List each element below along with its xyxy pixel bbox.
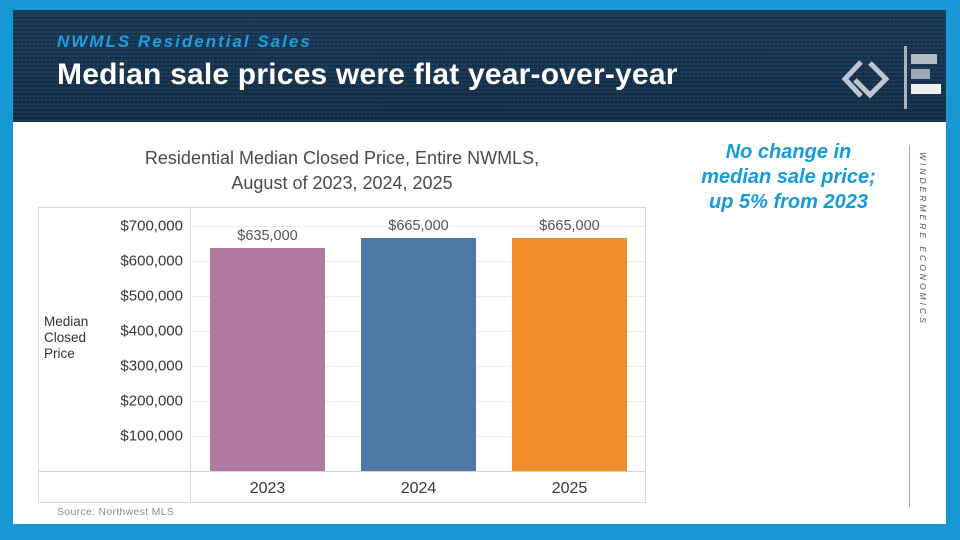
plot-area: $635,000 2023 $665,000 2024 $665,000 2025 bbox=[192, 208, 645, 502]
bar-2025 bbox=[512, 237, 627, 471]
y-axis: Median Closed Price $100,000 $200,000 $300… bbox=[39, 208, 191, 502]
bar-group-2023: $635,000 2023 bbox=[192, 208, 343, 497]
x-tick-label: 2024 bbox=[400, 480, 437, 497]
callout-line3: up 5% from 2023 bbox=[709, 191, 868, 213]
brand-vertical-text: WINDERMERE ECONOMICS bbox=[918, 152, 928, 326]
callout-line1: No change in bbox=[725, 141, 852, 163]
header-eyebrow: NWMLS Residential Sales bbox=[57, 32, 312, 51]
bar-2024 bbox=[361, 237, 476, 471]
slide-header: NWMLS Residential Sales Median sale pric… bbox=[13, 10, 946, 122]
slide-content: Residential Median Closed Price, Entire … bbox=[13, 122, 946, 524]
y-axis-ticks: $100,000 $200,000 $300,000 $400,000 $500,000… bbox=[39, 208, 190, 502]
source-note: Source: Northwest MLS bbox=[57, 506, 175, 518]
bar-value-label: $665,000 bbox=[539, 217, 600, 234]
bar-2023 bbox=[210, 248, 325, 471]
econ-icon-axis bbox=[904, 46, 907, 109]
bars: $635,000 2023 $665,000 2024 $665,000 2025 bbox=[192, 208, 645, 497]
bar-value-label: $665,000 bbox=[388, 217, 449, 234]
economics-bars-icon bbox=[904, 46, 942, 109]
y-tick-label: $600,000 bbox=[120, 252, 183, 270]
gridline bbox=[192, 225, 645, 227]
chart-title-line2: August of 2023, 2024, 2025 bbox=[231, 173, 453, 193]
x-axis-line bbox=[39, 471, 645, 472]
bar-group-2024: $665,000 2024 bbox=[343, 208, 494, 497]
chart-title: Residential Median Closed Price, Entire … bbox=[38, 146, 646, 196]
econ-icon-bar bbox=[911, 54, 937, 64]
callout-text: No change in median sale price; up 5% fr… bbox=[668, 140, 909, 215]
bar-value-label: $635,000 bbox=[237, 228, 298, 245]
econ-icon-bar bbox=[911, 84, 941, 94]
vertical-divider bbox=[909, 145, 910, 507]
page-title: Median sale prices were flat year-over-y… bbox=[57, 58, 678, 91]
y-tick-label: $400,000 bbox=[120, 322, 183, 340]
x-tick-label: 2025 bbox=[551, 480, 588, 497]
chart-title-line1: Residential Median Closed Price, Entire … bbox=[144, 148, 540, 168]
y-tick-label: $500,000 bbox=[120, 287, 183, 305]
bar-chart: Median Closed Price $100,000 $200,000 $300… bbox=[38, 207, 646, 503]
y-tick-label: $100,000 bbox=[120, 427, 183, 445]
y-tick-label: $200,000 bbox=[120, 392, 183, 410]
y-tick-label: $300,000 bbox=[120, 357, 183, 375]
bar-group-2025: $665,000 2025 bbox=[494, 208, 645, 497]
y-tick-label: $700,000 bbox=[120, 217, 183, 235]
windermere-logo-icon bbox=[841, 60, 889, 99]
x-tick-label: 2023 bbox=[249, 480, 286, 497]
econ-icon-bar bbox=[911, 69, 930, 79]
y-axis-title: Median Closed Price bbox=[44, 314, 89, 361]
callout-line2: median sale price; bbox=[701, 166, 876, 188]
